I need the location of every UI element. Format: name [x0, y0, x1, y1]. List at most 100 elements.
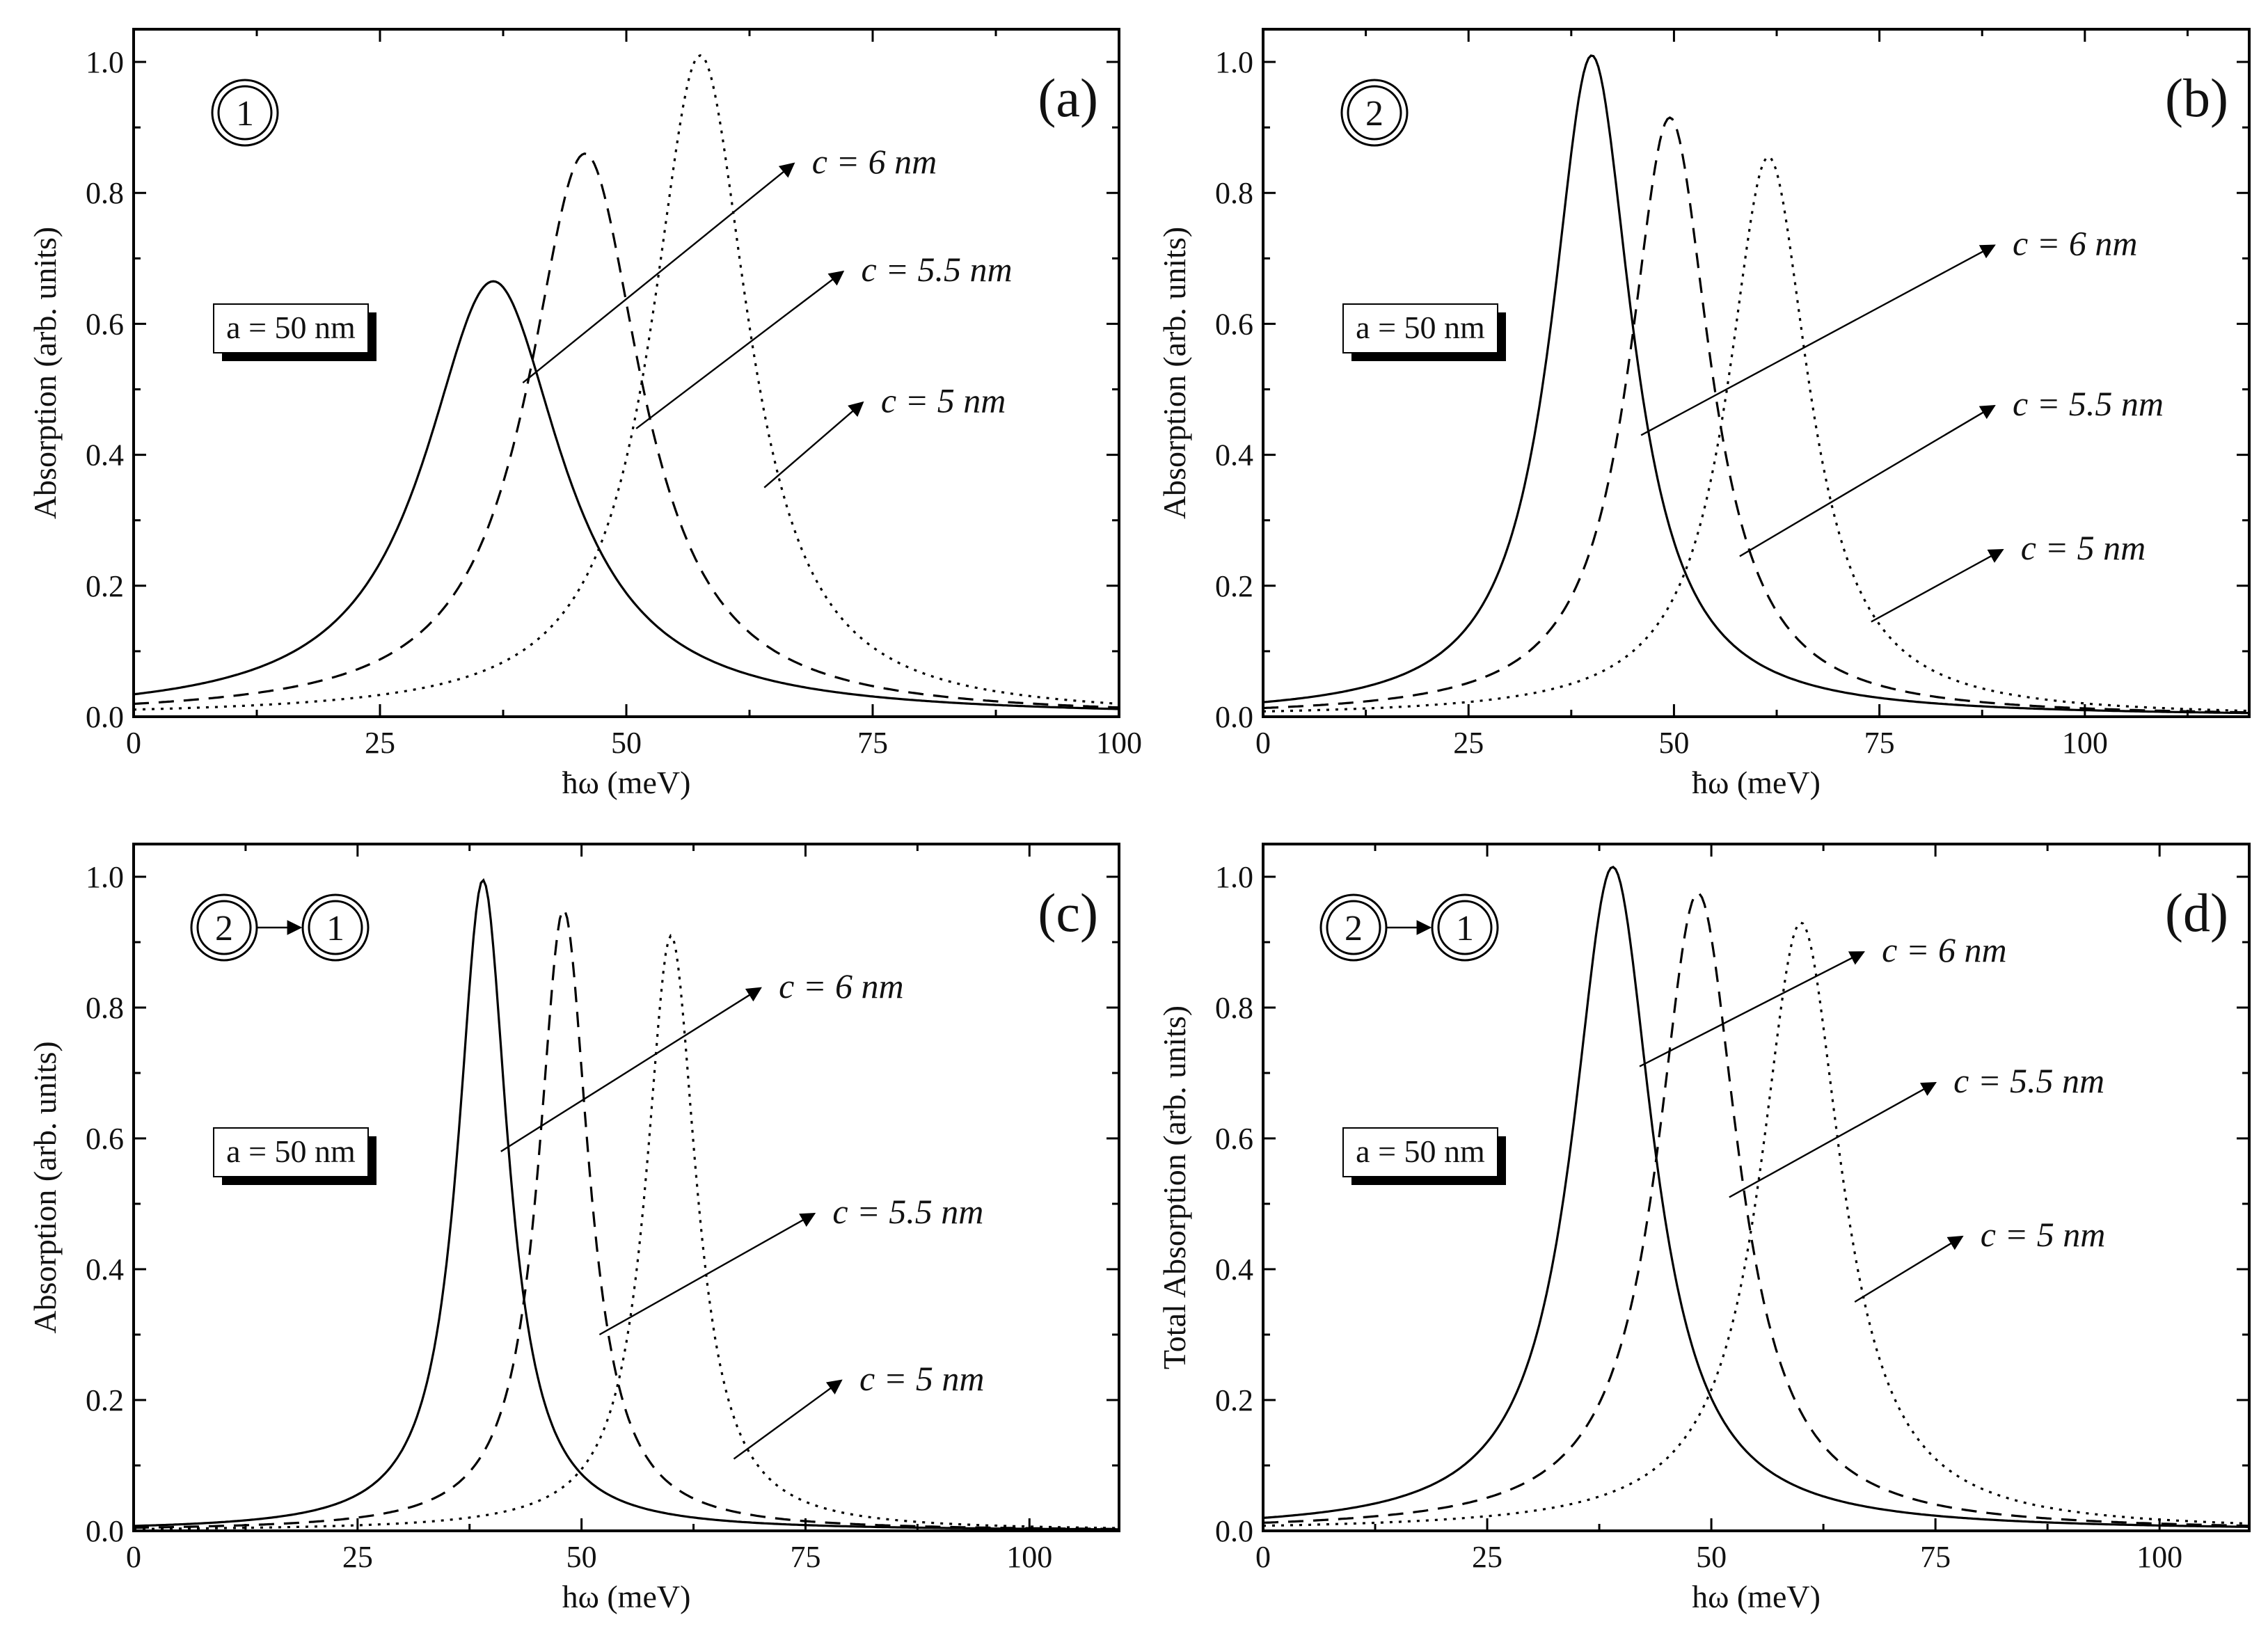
panel-label: (c)	[1038, 882, 1098, 943]
final-state-marker-inner-ring	[308, 900, 363, 955]
x-tick-label: 75	[1920, 1540, 1951, 1574]
final-state-marker-number: 1	[1456, 909, 1474, 948]
series-line-dashed	[133, 152, 1120, 709]
state-marker-outer-ring	[1340, 79, 1409, 147]
annotation-label: c = 6 nm	[2013, 224, 2138, 263]
annotation-arrow	[1854, 1235, 1964, 1303]
x-tick-label: 25	[1453, 726, 1484, 760]
annotation-label: c = 5.5 nm	[1953, 1061, 2104, 1100]
x-tick-label: 75	[857, 726, 888, 760]
chart-panel-a: 0 25 50 75 100 0.0 0.2 0.4 0.6 0.8 1.0 ħω (meV) Abso…	[27, 28, 1142, 800]
annotation-arrow	[1640, 244, 1996, 436]
annotation-arrow	[500, 987, 762, 1152]
y-tick-label: 0.2	[1215, 569, 1253, 603]
state-marker-inner-ring	[1347, 85, 1402, 141]
chart-panel-b: 0 25 50 75 100 0.0 0.2 0.4 0.6 0.8 1.0 ħω (meV) Abso…	[1157, 28, 2251, 800]
initial-state-marker-number: 2	[215, 909, 233, 948]
x-tick-label: 75	[790, 1540, 820, 1574]
final-state-marker-number: 1	[326, 909, 344, 948]
x-axis-label: ħω (meV)	[1692, 765, 1821, 800]
x-axis-label: hω (meV)	[562, 1579, 691, 1614]
initial-state-marker-outer-ring	[190, 893, 258, 962]
annotation-arrow	[1729, 1082, 1937, 1198]
annotation-label: c = 5 nm	[2021, 528, 2146, 567]
annotation-arrow	[1639, 951, 1866, 1067]
panel-label: (d)	[2165, 882, 2228, 943]
x-tick-label: 50	[611, 726, 642, 760]
x-tick-label: 50	[1696, 1540, 1727, 1574]
y-tick-label: 0.6	[1215, 1122, 1253, 1156]
plot-frame	[1262, 28, 2251, 718]
series-line-dotted	[133, 54, 1120, 711]
annotation-label: c = 5 nm	[881, 381, 1006, 420]
y-tick-label: 0.2	[1215, 1383, 1253, 1417]
annotation-label: c = 6 nm	[779, 967, 904, 1005]
y-tick-label: 0.2	[86, 569, 124, 603]
x-tick-label: 0	[1255, 726, 1271, 760]
final-state-marker-inner-ring	[1437, 900, 1493, 955]
plot-frame	[132, 843, 1120, 1532]
y-tick-label: 0.2	[86, 1383, 124, 1417]
x-axis-label: hω (meV)	[1692, 1579, 1821, 1614]
final-state-marker-outer-ring	[301, 893, 370, 962]
param-box	[213, 1127, 369, 1177]
y-tick-label: 0.8	[86, 176, 124, 210]
y-tick-label: 0.4	[86, 438, 124, 472]
series-line-dotted	[133, 934, 1120, 1530]
y-tick-label: 0.6	[86, 307, 124, 341]
series-line-dotted	[1262, 155, 2250, 713]
chart-panel-d: 0 25 50 75 100 0.0 0.2 0.4 0.6 0.8 1.0 hω (meV) Tota…	[1157, 843, 2251, 1614]
y-tick-label: 0.8	[1215, 991, 1253, 1025]
x-tick-label: 25	[342, 1540, 373, 1574]
annotation-label: c = 5.5 nm	[2013, 384, 2164, 423]
series-line-dashed	[1262, 892, 2249, 1527]
initial-state-marker-outer-ring	[1319, 893, 1388, 962]
y-tick-label: 0.0	[1215, 700, 1253, 734]
x-tick-label: 0	[126, 726, 141, 760]
annotation-arrow	[635, 270, 845, 429]
y-tick-label: 0.0	[86, 1514, 124, 1548]
annotation-arrow	[522, 162, 795, 384]
y-tick-label: 0.4	[1215, 1253, 1253, 1287]
y-axis-label: Absorption (arb. units)	[27, 1041, 63, 1333]
annotation-label: c = 5 nm	[859, 1359, 985, 1398]
x-tick-label: 100	[1006, 1540, 1052, 1574]
annotation-arrow	[1871, 549, 2004, 623]
annotation-label: c = 5 nm	[1981, 1215, 2106, 1254]
y-axis-label: Total Absorption (arb. units)	[1157, 1005, 1192, 1369]
state-marker-number: 2	[1365, 94, 1383, 134]
param-box	[1342, 303, 1498, 353]
panel-label: (a)	[1038, 67, 1098, 128]
annotation-label: c = 6 nm	[1882, 930, 2007, 969]
annotation-label: c = 5.5 nm	[832, 1192, 983, 1231]
y-tick-label: 1.0	[1215, 45, 1253, 79]
series-line-dotted	[1262, 921, 2250, 1527]
x-tick-label: 0	[126, 1540, 141, 1574]
x-tick-label: 25	[1472, 1540, 1502, 1574]
y-tick-label: 0.4	[86, 1253, 124, 1287]
series-line-dashed	[1262, 116, 2249, 714]
y-tick-label: 1.0	[86, 45, 124, 79]
y-tick-label: 0.8	[1215, 176, 1253, 210]
x-tick-label: 75	[1864, 726, 1895, 760]
final-state-marker-outer-ring	[1431, 893, 1499, 962]
plot-frame	[1262, 843, 2251, 1532]
param-box-label: a = 50 nm	[1356, 310, 1485, 345]
state-marker-outer-ring	[211, 79, 279, 147]
initial-state-marker-inner-ring	[1326, 900, 1381, 955]
series-line-solid	[1262, 866, 2249, 1528]
x-tick-label: 50	[1658, 726, 1689, 760]
annotation-label: c = 5.5 nm	[862, 250, 1013, 289]
annotation-arrow	[1739, 404, 1996, 557]
y-tick-label: 0.0	[1215, 1514, 1253, 1548]
param-box-label: a = 50 nm	[226, 1134, 356, 1169]
annotation-arrow	[763, 401, 864, 488]
initial-state-marker-number: 2	[1345, 909, 1363, 948]
y-tick-label: 1.0	[1215, 860, 1253, 894]
param-box-label: a = 50 nm	[1356, 1134, 1485, 1169]
y-axis-label: Absorption (arb. units)	[27, 227, 63, 519]
x-tick-label: 0	[1255, 1540, 1271, 1574]
annotation-label: c = 6 nm	[812, 142, 937, 181]
param-box	[213, 303, 369, 353]
